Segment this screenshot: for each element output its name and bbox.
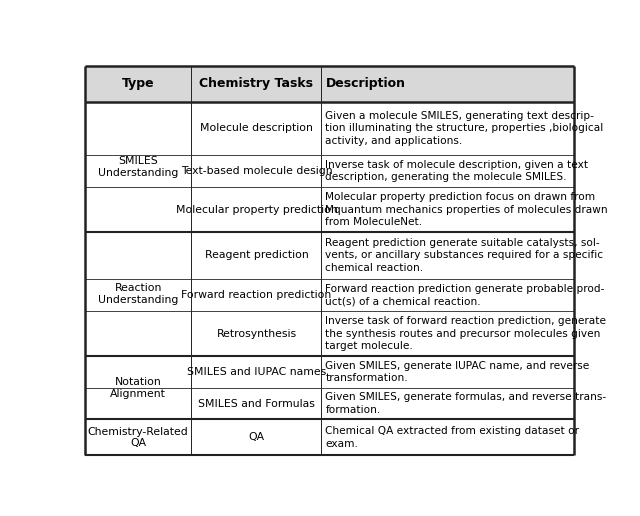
Text: Forward reaction prediction generate probable prod-
uct(s) of a chemical reactio: Forward reaction prediction generate pro…: [325, 284, 605, 306]
Text: Given SMILES, generate IUPAC name, and reverse
transformation.: Given SMILES, generate IUPAC name, and r…: [325, 361, 589, 383]
Text: Forward reaction prediction: Forward reaction prediction: [181, 290, 332, 300]
Text: Chemical QA extracted from existing dataset or
exam.: Chemical QA extracted from existing data…: [325, 426, 579, 448]
Text: Molecular property prediction focus on drawn from
Mquantum mechanics properties : Molecular property prediction focus on d…: [325, 192, 608, 227]
Text: Reaction
Understanding: Reaction Understanding: [98, 283, 179, 305]
Text: Reagent prediction generate suitable catalysts, sol-
vents, or ancillary substan: Reagent prediction generate suitable cat…: [325, 238, 604, 272]
Text: SMILES
Understanding: SMILES Understanding: [98, 156, 179, 178]
Text: Molecular property prediction: Molecular property prediction: [175, 205, 337, 215]
Text: Text-based molecule design: Text-based molecule design: [180, 166, 332, 176]
Bar: [85, 66, 573, 102]
Text: Chemistry-Related
QA: Chemistry-Related QA: [88, 427, 189, 448]
Text: Reagent prediction: Reagent prediction: [205, 250, 308, 260]
Text: SMILES and IUPAC names: SMILES and IUPAC names: [187, 367, 326, 377]
Text: Description: Description: [325, 77, 405, 90]
Text: Type: Type: [122, 77, 154, 90]
Text: SMILES and Formulas: SMILES and Formulas: [198, 398, 315, 409]
Text: Retrosynthesis: Retrosynthesis: [216, 329, 296, 338]
Text: QA: QA: [248, 432, 264, 442]
Text: Inverse task of forward reaction prediction, generate
the synthesis routes and p: Inverse task of forward reaction predict…: [325, 316, 606, 351]
Text: Given SMILES, generate formulas, and reverse trans-
formation.: Given SMILES, generate formulas, and rev…: [325, 392, 607, 415]
Text: Inverse task of molecule description, given a text
description, generating the m: Inverse task of molecule description, gi…: [325, 159, 589, 182]
Text: Molecule description: Molecule description: [200, 123, 313, 133]
Text: Chemistry Tasks: Chemistry Tasks: [200, 77, 314, 90]
Text: Notation
Alignment: Notation Alignment: [110, 377, 166, 398]
Text: Given a molecule SMILES, generating text descrip-
tion illuminating the structur: Given a molecule SMILES, generating text…: [325, 111, 604, 146]
